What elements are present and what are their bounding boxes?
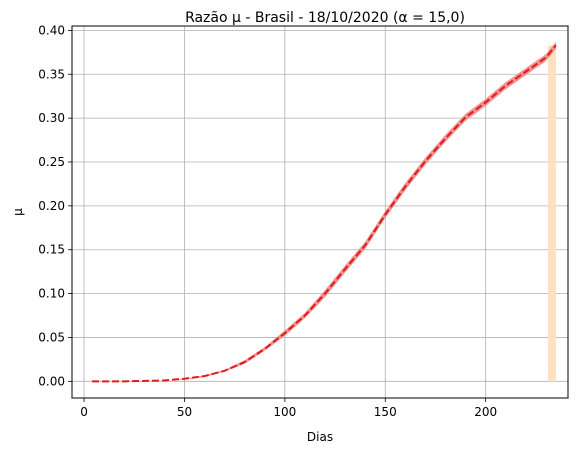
x-tick-label: 100 <box>273 405 296 419</box>
highlight-span <box>548 45 556 381</box>
y-axis-label: μ <box>11 208 25 216</box>
y-tick-label: 0.15 <box>38 243 65 257</box>
y-tick-label: 0.35 <box>38 67 65 81</box>
y-tick-label: 0.30 <box>38 111 65 125</box>
y-tick-label: 0.10 <box>38 287 65 301</box>
y-tick-label: 0.20 <box>38 199 65 213</box>
y-tick-label: 0.25 <box>38 155 65 169</box>
chart-title: Razão μ - Brasil - 18/10/2020 (α = 15,0) <box>185 10 465 26</box>
x-tick-label: 50 <box>177 405 192 419</box>
x-tick-label: 0 <box>80 405 88 419</box>
y-tick-label: 0.40 <box>38 23 65 37</box>
y-tick-label: 0.00 <box>38 374 65 388</box>
y-tick-label: 0.05 <box>38 330 65 344</box>
x-tick-label: 150 <box>374 405 397 419</box>
x-axis-label: Dias <box>307 430 333 444</box>
x-tick-label: 200 <box>474 405 497 419</box>
